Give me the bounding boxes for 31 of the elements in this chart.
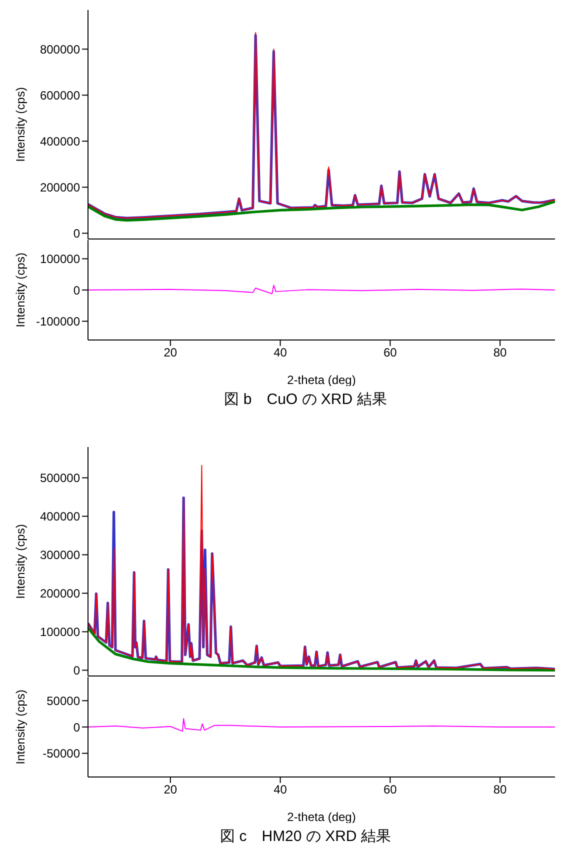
x-tick-label: 60 [383, 782, 398, 797]
y-tick-label: 600000 [40, 88, 80, 102]
text: 図 b CuO の XRD 結果 [223, 390, 388, 409]
y-tick-label: 0 [73, 226, 80, 241]
y-tick-label: 50000 [46, 694, 80, 708]
y-tick-label: 500000 [40, 471, 80, 486]
y-tick-label: 300000 [40, 548, 80, 562]
y-axis-title: Intensity (cps) [13, 690, 28, 764]
y-tick-label: 400000 [40, 134, 80, 148]
y-tick-label: 200000 [40, 180, 80, 194]
x-tick-label: 20 [164, 782, 178, 797]
y-tick-label: 0 [73, 663, 80, 678]
x-tick-label: 60 [383, 346, 398, 360]
x-tick-label: 80 [493, 346, 508, 360]
y-axis-title: Intensity (cps) [13, 252, 28, 328]
y-tick-label: 800000 [40, 42, 80, 56]
x-tick-label: 20 [164, 346, 178, 360]
text: 図 c HM20 の XRD 結果 [219, 827, 392, 846]
y-tick-label: 100000 [40, 625, 80, 639]
y-axis-title: Intensity (cps) [13, 524, 28, 599]
y-tick-label: -50000 [42, 746, 80, 761]
y-tick-label: 400000 [40, 510, 80, 524]
y-tick-label: 100000 [40, 252, 80, 266]
y-tick-label: 0 [73, 720, 80, 734]
x-tick-label: 40 [274, 346, 288, 360]
x-tick-label: 80 [493, 782, 508, 797]
y-axis-title: Intensity (cps) [13, 87, 28, 162]
y-tick-label: 200000 [40, 586, 80, 601]
y-tick-label: -100000 [36, 314, 80, 329]
x-tick-label: 40 [274, 782, 288, 797]
y-tick-label: 0 [73, 283, 80, 298]
